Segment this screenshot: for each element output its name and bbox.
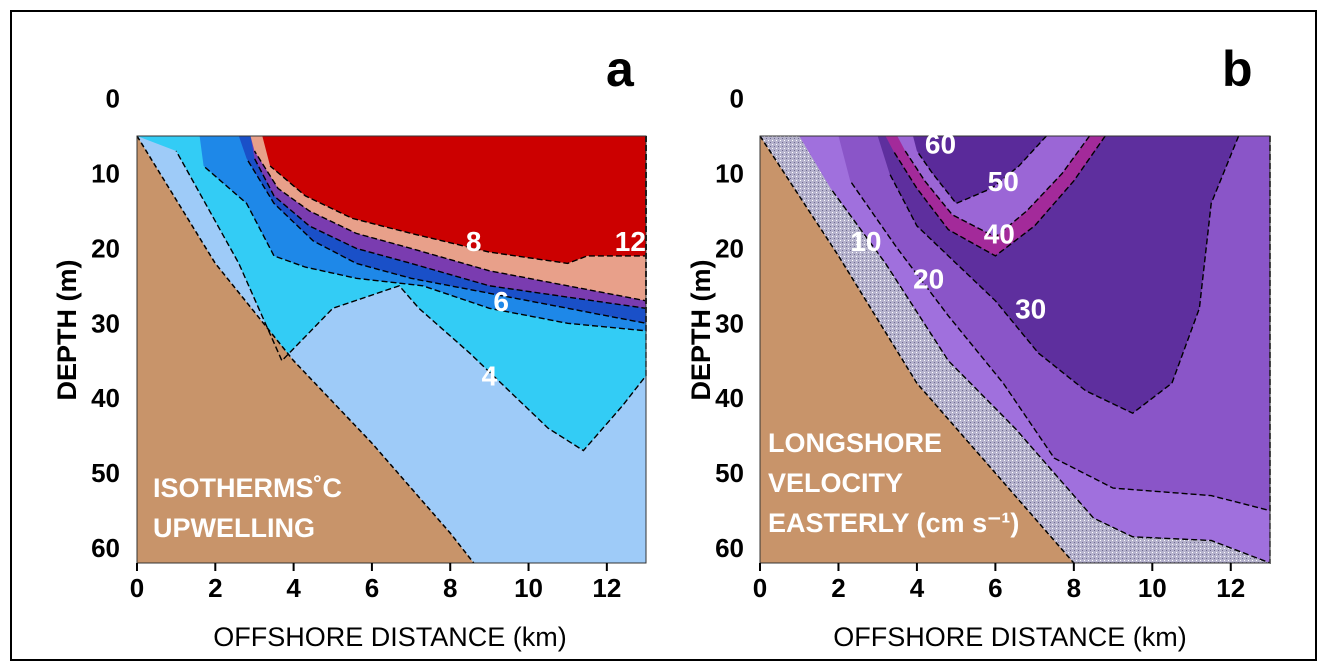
panel-b-y-tick-label: 30	[715, 308, 744, 338]
panel-b: 0 2 4 6 8 10 12 0 10 20 30 40 50 60 60 50 40 10 20 30 LONG…	[686, 41, 1271, 652]
panel-a-x-tick-label: 12	[592, 573, 621, 603]
panel-b-contour-line	[904, 135, 1091, 238]
panel-b-y-tick-label: 20	[715, 233, 744, 263]
panel-b-x-tick-label: 4	[910, 573, 925, 603]
panel-b-x-tick-label: 10	[1138, 573, 1167, 603]
panel-b-x-tick-label: 2	[831, 573, 845, 603]
panel-a-contour-label: 6	[493, 286, 509, 317]
panel-b-annotation-line: EASTERLY (cm s⁻¹)	[768, 508, 1019, 538]
panel-a-y-tick-label: 40	[91, 383, 120, 413]
panel-a-annotation-line: ISOTHERMS˚C	[153, 473, 342, 503]
panel-b-contour-line	[916, 135, 1047, 205]
panel-b-letter: b	[1222, 41, 1253, 97]
panel-a-y-tick-label: 60	[91, 533, 120, 563]
panel-b-x-tick-label: 12	[1216, 573, 1245, 603]
panel-b-ylabel: DEPTH (m)	[686, 260, 716, 401]
panel-a-annotation-line: UPWELLING	[153, 513, 315, 543]
panel-a-seabed-line	[136, 135, 475, 564]
panel-a-ylabel: DEPTH (m)	[52, 260, 82, 401]
panel-b-contours	[759, 135, 1271, 565]
panel-a-contour-line	[253, 136, 647, 302]
panel-a-x-tick-label: 8	[443, 573, 457, 603]
panel-a-x-tick-label: 10	[514, 573, 543, 603]
panel-a-x-tick-label: 6	[365, 573, 379, 603]
panel-a-annotation: ISOTHERMS˚C UPWELLING	[153, 473, 342, 543]
panel-a-contour-labels: 8 12 6 4	[466, 226, 646, 392]
panel-b-contour-label: 30	[1015, 293, 1046, 324]
panel-a-letter: a	[606, 41, 635, 97]
panel-b-regions	[760, 136, 1270, 563]
panel-b-contour-line	[849, 136, 1271, 512]
panel-b-x-tick-label: 8	[1067, 573, 1081, 603]
panel-b-y-tick-label: 60	[715, 533, 744, 563]
panel-b-contour-line	[830, 136, 1271, 565]
panel-b-contour-label: 60	[925, 128, 956, 159]
panel-a-seabed	[137, 136, 474, 563]
panel-a-y-tick-label: 50	[91, 458, 120, 488]
panel-a-contours	[136, 135, 647, 564]
panel-b-ticks: 0 2 4 6 8 10 12 0 10 20 30 40 50 60	[715, 84, 1245, 603]
panel-a-contour-label: 12	[615, 226, 646, 257]
panel-b-contour-label: 40	[984, 218, 1015, 249]
panel-b-annotation-line: VELOCITY	[768, 468, 903, 498]
panel-b-contour-label: 20	[913, 263, 944, 294]
panel-b-y-tick-label: 10	[715, 158, 744, 188]
panel-a-contour-line	[253, 136, 647, 310]
panel-a-x-tick-label: 4	[286, 573, 301, 603]
panel-b-x-tick-label: 6	[988, 573, 1002, 603]
panel-b-contour-label: 50	[988, 166, 1019, 197]
panel-a-y-tick-label: 10	[91, 158, 120, 188]
panel-b-seabed-line	[759, 135, 1075, 564]
panel-b-y-tick-label: 40	[715, 383, 744, 413]
panel-b-plot-frame	[759, 135, 1271, 564]
panel-b-contour-label: 10	[850, 226, 881, 257]
panel-a-xlabel: OFFSHORE DISTANCE (km)	[213, 622, 567, 652]
panel-a-x-tick-label: 2	[208, 573, 222, 603]
panel-b-seabed	[760, 136, 1074, 563]
panel-a-plot-frame	[136, 135, 647, 564]
panel-a-contour-line	[175, 136, 647, 452]
panel-a-y-tick-label: 0	[106, 84, 120, 114]
panel-b-x-tick-label: 0	[753, 573, 767, 603]
panel-a-region-temp-gt-12	[262, 136, 646, 264]
panel-b-xlabel: OFFSHORE DISTANCE (km)	[833, 622, 1187, 652]
panel-b-annotation-line: LONGSHORE	[768, 428, 942, 458]
panel-b-contour-line	[888, 135, 1240, 415]
panel-a-contour-line	[246, 136, 647, 325]
panel-b-region-vel-gt-50	[913, 136, 1047, 204]
panel-b-y-tick-label: 50	[715, 458, 744, 488]
panel-a-x-tick-label: 0	[130, 573, 144, 603]
panel-a-contour-line	[203, 136, 647, 332]
panel-a-y-tick-label: 20	[91, 233, 120, 263]
panel-b-annotation: LONGSHORE VELOCITY EASTERLY (cm s⁻¹)	[768, 428, 1019, 538]
panel-a-contour-label: 4	[482, 361, 498, 392]
panel-a-contour-line	[269, 136, 647, 265]
panel-a-y-tick-label: 30	[91, 308, 120, 338]
panel-b-contour-labels: 60 50 40 10 20 30	[850, 128, 1046, 324]
panel-b-y-tick-label: 0	[730, 84, 744, 114]
panel-a-contour-label: 8	[466, 226, 482, 257]
panel-a-regions	[137, 136, 647, 563]
panel-b-contour-line	[892, 135, 1106, 257]
